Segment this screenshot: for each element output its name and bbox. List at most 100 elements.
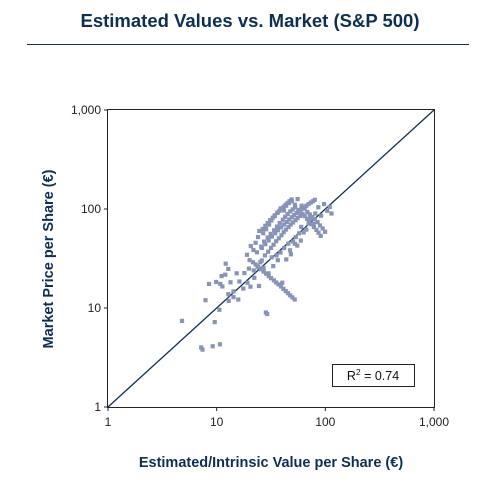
- data-point: [253, 240, 258, 245]
- data-point: [254, 250, 260, 255]
- data-point: [226, 298, 231, 303]
- data-point: [218, 281, 223, 286]
- data-point: [266, 249, 271, 254]
- data-point: [252, 275, 257, 280]
- data-point: [290, 207, 295, 212]
- data-point: [293, 235, 298, 240]
- data-point: [245, 280, 250, 285]
- r-squared-superscript: 2: [356, 367, 361, 377]
- data-point: [253, 262, 258, 267]
- data-point: [302, 214, 307, 219]
- data-point: [231, 289, 236, 294]
- y-tick-label: 1: [94, 400, 101, 414]
- data-point: [296, 209, 302, 214]
- data-point: [266, 238, 271, 243]
- data-point: [231, 295, 236, 300]
- data-point: [292, 213, 297, 218]
- points-layer: [179, 197, 334, 352]
- data-point: [251, 247, 256, 253]
- data-point: [289, 197, 294, 202]
- data-point: [248, 244, 253, 249]
- data-point: [244, 252, 250, 257]
- data-point: [298, 213, 303, 218]
- data-point: [248, 284, 253, 289]
- data-point: [306, 202, 311, 207]
- data-point: [226, 292, 231, 297]
- data-point: [219, 274, 224, 279]
- data-point: [269, 234, 274, 239]
- data-point: [269, 255, 274, 260]
- y-tick-label: 10: [88, 301, 102, 315]
- data-point: [299, 224, 304, 229]
- data-point: [258, 267, 264, 272]
- data-point: [200, 347, 205, 352]
- data-point: [293, 205, 298, 210]
- data-point: [308, 200, 313, 205]
- data-point: [272, 228, 277, 233]
- data-point: [268, 218, 273, 223]
- data-point: [214, 279, 219, 285]
- data-point: [290, 239, 296, 244]
- r-squared-label: R2 = 0.74: [347, 367, 399, 383]
- x-axis-label: Estimated/Intrinsic Value per Share (€): [139, 455, 403, 471]
- data-point: [292, 297, 297, 302]
- data-point: [323, 229, 328, 234]
- data-point: [265, 235, 270, 240]
- r-squared-base: R: [347, 369, 356, 383]
- plot-frame: [107, 109, 435, 408]
- data-point: [264, 271, 269, 276]
- data-point: [217, 307, 222, 312]
- data-point: [312, 197, 317, 202]
- data-point: [295, 197, 300, 202]
- data-point: [305, 216, 310, 221]
- data-point: [276, 236, 281, 241]
- data-point: [262, 239, 267, 244]
- r-squared-box: [332, 364, 415, 387]
- data-point: [275, 210, 280, 216]
- data-point: [318, 233, 323, 238]
- x-tick-label: 10: [210, 415, 224, 429]
- data-point: [310, 214, 315, 220]
- data-point: [274, 253, 279, 258]
- data-point: [283, 214, 288, 219]
- data-point: [271, 264, 276, 269]
- data-point: [285, 291, 291, 296]
- data-point: [312, 217, 317, 222]
- x-tick-label: 1: [105, 415, 112, 429]
- data-point: [295, 216, 300, 221]
- data-point: [271, 242, 276, 247]
- data-point: [292, 202, 297, 207]
- data-point: [307, 212, 312, 217]
- data-point: [260, 226, 265, 231]
- data-point: [320, 226, 325, 231]
- data-point: [270, 215, 275, 220]
- data-point: [279, 233, 284, 238]
- data-point: [237, 279, 242, 284]
- x-tick-label: 100: [315, 415, 335, 429]
- title-rule: [27, 44, 469, 45]
- data-point: [314, 227, 319, 232]
- data-point: [290, 220, 296, 225]
- data-point: [251, 268, 256, 273]
- data-point: [266, 274, 271, 279]
- data-point: [307, 219, 312, 224]
- data-point: [256, 265, 261, 270]
- data-point: [288, 209, 293, 214]
- data-point: [316, 230, 321, 235]
- data-point: [274, 280, 279, 285]
- data-point: [281, 208, 286, 213]
- data-point: [255, 235, 261, 240]
- data-point: [199, 345, 204, 350]
- axis-ticks: 1 10 100 1,000 1 10 100 1,000: [71, 103, 449, 429]
- data-point: [206, 281, 212, 286]
- data-point: [315, 220, 320, 225]
- data-point: [271, 278, 276, 283]
- data-point: [223, 261, 228, 266]
- data-point: [263, 223, 268, 228]
- data-point: [275, 228, 281, 233]
- data-point: [278, 284, 284, 289]
- data-point: [285, 211, 290, 217]
- chart-title: Estimated Values vs. Market (S&P 500): [80, 10, 420, 31]
- data-point: [264, 227, 269, 232]
